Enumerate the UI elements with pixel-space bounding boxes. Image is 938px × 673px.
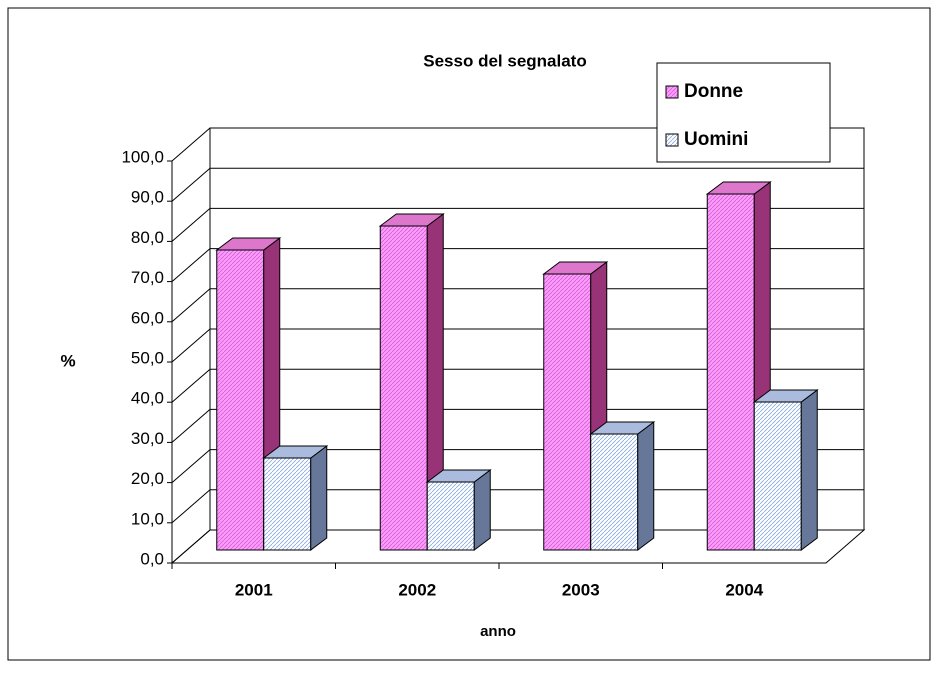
legend-box — [656, 62, 831, 163]
legend-swatch — [665, 85, 679, 99]
legend-label: Uomini — [684, 129, 748, 150]
x-tick-label: 2003 — [562, 580, 600, 599]
y-tick-label: 30,0 — [131, 429, 164, 448]
bar-top — [262, 445, 329, 459]
bar-side — [473, 469, 491, 551]
bar-top — [215, 237, 282, 251]
y-tick-label: 50,0 — [131, 348, 164, 367]
y-tick-label: 70,0 — [131, 268, 164, 287]
bar — [542, 261, 609, 551]
x-tick-label: 2001 — [235, 580, 273, 599]
y-tick-label: 40,0 — [131, 389, 164, 408]
x-tick-label: 2002 — [398, 580, 436, 599]
bar-top — [752, 389, 819, 403]
bar-front — [706, 193, 755, 551]
bar-top — [705, 181, 772, 195]
bar — [215, 237, 282, 551]
bar-top — [378, 213, 445, 227]
bar-side — [637, 421, 655, 551]
y-tick-label: 100,0 — [121, 147, 164, 166]
y-tick-label: 80,0 — [131, 228, 164, 247]
y-tick-label: 60,0 — [131, 308, 164, 327]
bar-top — [589, 421, 656, 435]
chart-title: Sesso del segnalato — [423, 51, 586, 70]
y-tick-label: 20,0 — [131, 469, 164, 488]
grid-line — [171, 207, 864, 242]
grid-line — [171, 248, 864, 282]
grid-line — [171, 328, 864, 363]
bar-top — [542, 261, 609, 275]
grid-line — [171, 368, 864, 403]
bar-front — [753, 401, 802, 551]
grid-line — [171, 288, 864, 323]
bar — [262, 445, 329, 551]
legend-label: Donne — [684, 81, 743, 102]
bar-front — [216, 249, 265, 551]
bar-front — [590, 433, 639, 551]
y-tick-label: 0,0 — [140, 549, 164, 568]
bar-side — [800, 389, 818, 551]
bar-front — [379, 225, 428, 551]
bar-front — [426, 481, 475, 551]
bar-top — [425, 469, 492, 483]
bar — [752, 389, 819, 551]
grid-line — [171, 127, 864, 162]
bar-front — [263, 457, 312, 551]
x-tick-label: 2004 — [725, 580, 763, 599]
bar-front — [543, 273, 592, 551]
grid-line — [171, 167, 864, 202]
bar — [425, 469, 492, 551]
bar-side — [310, 445, 328, 551]
y-tick-label: 90,0 — [131, 188, 164, 207]
x-axis-label: anno — [480, 623, 516, 640]
y-axis-label: % — [60, 351, 75, 370]
legend-swatch — [665, 133, 679, 147]
grid-line — [171, 408, 864, 443]
y-tick-label: 10,0 — [131, 509, 164, 528]
bar — [589, 421, 656, 551]
bar — [705, 181, 772, 551]
